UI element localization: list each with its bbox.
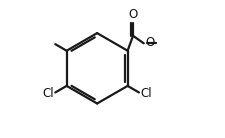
Text: O: O	[128, 8, 137, 21]
Text: Cl: Cl	[140, 87, 151, 100]
Text: O: O	[145, 36, 154, 49]
Text: Cl: Cl	[42, 87, 54, 100]
